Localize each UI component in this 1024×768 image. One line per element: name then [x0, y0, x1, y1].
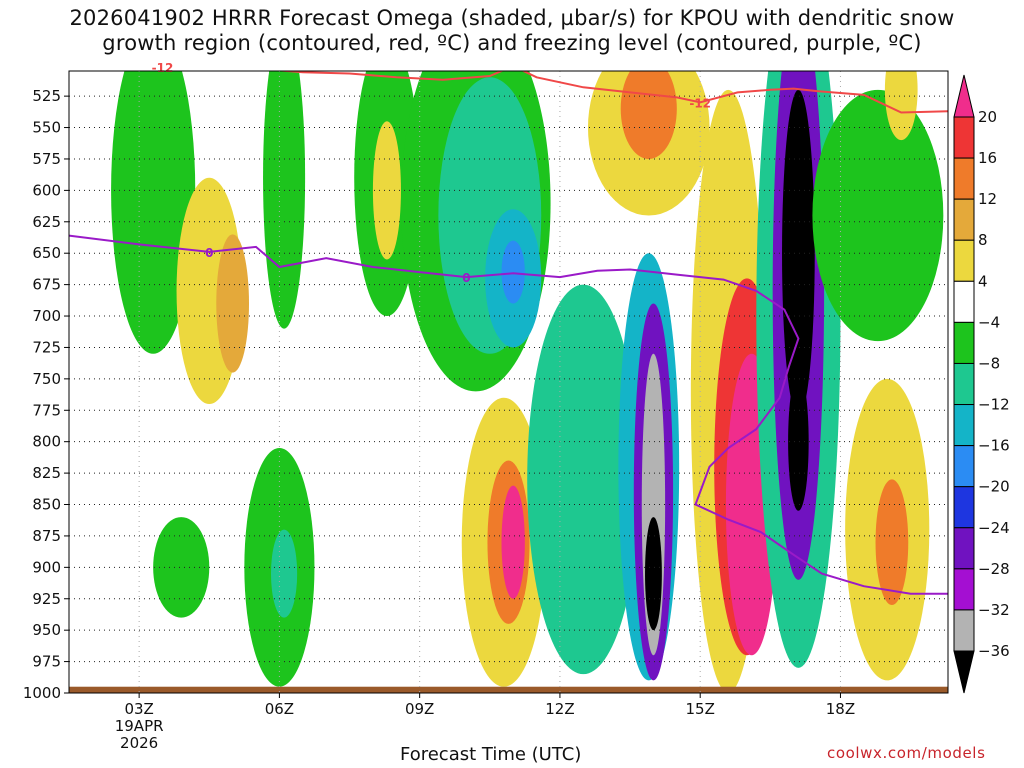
y-tick-label-650: 650: [32, 244, 61, 262]
y-tick-label-700: 700: [32, 307, 61, 325]
x-tick-label-06Z: 06Z: [265, 700, 294, 718]
omega-shading: [111, 71, 944, 693]
omega-cell-8: [372, 121, 401, 260]
omega-cell-30: [812, 89, 944, 342]
colorbar-label-2: 12: [978, 190, 997, 208]
x-tick-label-18Z: 18Z: [826, 700, 855, 718]
contour-line-1: [69, 234, 948, 595]
omega-cell-6: [153, 517, 210, 618]
y-tick-label-850: 850: [32, 496, 61, 514]
colorbar-swatch-9: [953, 486, 975, 529]
omega-cell-29: [788, 372, 809, 511]
y-tick-label-950: 950: [32, 621, 61, 639]
x-tick-sublabel-1: 2026: [120, 734, 158, 752]
y-tick-label-550: 550: [32, 119, 61, 137]
colorbar: 20 16 12 8 4 −4 −8 −12 −16 −20 −24 −28 −32 −36: [953, 74, 1010, 694]
omega-cell-12: [501, 240, 525, 304]
contour-label-1-0: 0: [205, 246, 213, 260]
x-tick-sublabel-0: 19APR: [115, 717, 164, 735]
colorbar-swatch-2: [953, 198, 975, 241]
y-tick-label-525: 525: [32, 87, 61, 105]
colorbar-top-arrow: [953, 74, 975, 118]
contour-lines: [69, 71, 948, 595]
omega-cell-28: [782, 89, 815, 417]
x-axis-label: Forecast Time (UTC): [400, 744, 582, 765]
y-tick-label-1000: 1000: [23, 684, 61, 702]
y-tick-label-800: 800: [32, 433, 61, 451]
y-tick-label-575: 575: [32, 150, 61, 168]
colorbar-label-3: 8: [978, 231, 988, 249]
terrain-strip: [69, 686, 948, 693]
y-tick-label-600: 600: [32, 181, 61, 199]
omega-cell-22: [620, 71, 677, 159]
y-tick-label-900: 900: [32, 558, 61, 576]
contour-line-0: [274, 71, 948, 114]
y-tick-label-775: 775: [32, 401, 61, 419]
x-tick-label-09Z: 09Z: [405, 700, 434, 718]
y-tick-label-925: 925: [32, 590, 61, 608]
grid-lines: [69, 71, 948, 694]
y-tick-label-875: 875: [32, 527, 61, 545]
y-tick-label-750: 750: [32, 370, 61, 388]
x-tick-label-03Z: 03Z: [124, 700, 153, 718]
colorbar-label-7: −12: [978, 396, 1010, 414]
y-tick-label-625: 625: [32, 213, 61, 231]
colorbar-label-11: −28: [978, 560, 1010, 578]
colorbar-label-0: 20: [978, 108, 997, 126]
credit-link[interactable]: coolwx.com/models: [827, 744, 986, 762]
y-axis-ticks: 525 550 575 600 625 650 675 700 725 750 775 800 825 8…: [23, 87, 69, 702]
terrain-ground: [69, 686, 948, 693]
omega-cell-2: [216, 234, 250, 373]
contour-labels: -12 -12 0 0: [152, 61, 711, 285]
colorbar-label-8: −16: [978, 437, 1010, 455]
omega-cell-5: [270, 529, 298, 618]
colorbar-label-10: −24: [978, 519, 1010, 537]
x-tick-label-12Z: 12Z: [545, 700, 574, 718]
colorbar-label-4: 4: [978, 272, 988, 290]
x-tick-label-15Z: 15Z: [686, 700, 715, 718]
colorbar-label-1: 16: [978, 149, 997, 167]
omega-cell-33: [884, 71, 918, 141]
contour-label-0-0: -12: [152, 61, 174, 75]
colorbar-swatch-7: [953, 404, 975, 447]
colorbar-label-9: −20: [978, 478, 1010, 496]
y-tick-label-675: 675: [32, 276, 61, 294]
omega-cell-0: [111, 71, 196, 354]
omega-cell-16: [527, 284, 640, 675]
colorbar-swatch-8: [953, 445, 975, 488]
chart-title-line1: 2026041902 HRRR Forecast Omega (shaded, …: [69, 6, 955, 30]
omega-cell-15: [501, 485, 525, 599]
colorbar-swatch-0: [953, 116, 975, 159]
colorbar-swatch-12: [953, 609, 975, 652]
y-tick-label-825: 825: [32, 464, 61, 482]
y-tick-label-975: 975: [32, 653, 61, 671]
chart-title-line2: growth region (contoured, red, ºC) and f…: [102, 31, 922, 55]
omega-cell-20: [645, 517, 662, 631]
y-tick-label-725: 725: [32, 338, 61, 356]
colorbar-swatch-4: [953, 280, 975, 323]
chart-title: 2026041902 HRRR Forecast Omega (shaded, …: [0, 6, 1024, 56]
colorbar-label-13: −36: [978, 642, 1010, 660]
colorbar-swatch-11: [953, 568, 975, 611]
contour-label-1-1: 0: [462, 271, 470, 285]
colorbar-label-6: −8: [978, 354, 1000, 372]
colorbar-swatch-6: [953, 362, 975, 406]
colorbar-label-12: −32: [978, 601, 1010, 619]
colorbar-swatch-3: [953, 239, 975, 282]
colorbar-bottom-arrow: [953, 650, 975, 694]
contour-label-0-1: -12: [689, 96, 711, 110]
colorbar-swatch-1: [953, 157, 975, 200]
plot-frame: [68, 70, 949, 694]
colorbar-label-5: −4: [978, 313, 1000, 331]
colorbar-swatch-5: [953, 321, 975, 364]
colorbar-swatch-10: [953, 527, 975, 570]
omega-cell-32: [875, 479, 909, 606]
